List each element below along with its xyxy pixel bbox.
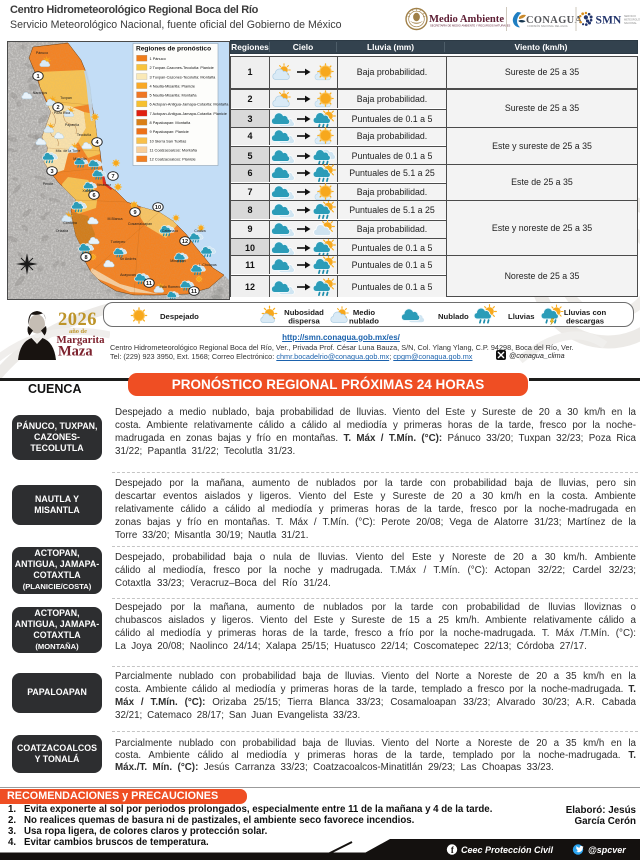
svg-text:Sn Andrés: Sn Andrés	[120, 257, 137, 261]
svg-text:f: f	[451, 845, 455, 855]
svg-text:Xalapa: Xalapa	[82, 189, 93, 193]
svg-text:2: 2	[56, 105, 59, 111]
svg-text:Tuxtepec: Tuxtepec	[111, 240, 126, 244]
svg-text:NACIONAL: NACIONAL	[624, 22, 637, 25]
svg-text:COMISIÓN NACIONAL DEL AGUA: COMISIÓN NACIONAL DEL AGUA	[527, 23, 568, 28]
svg-text:Ceec Protección Civil: Ceec Protección Civil	[461, 845, 554, 855]
svg-text:Medio Ambiente: Medio Ambiente	[429, 14, 504, 25]
svg-text:2 Tuxpan-Cazones-Tecolutla: Pl: 2 Tuxpan-Cazones-Tecolutla: Planicie	[150, 66, 214, 70]
svg-text:1: 1	[36, 74, 39, 80]
svg-text:Lluvias con: Lluvias con	[564, 308, 607, 317]
svg-text:descargas: descargas	[566, 317, 604, 326]
svg-text:4: 4	[95, 140, 99, 146]
svg-text:Acayucan: Acayucan	[120, 273, 136, 277]
svg-text:3: 3	[50, 169, 53, 175]
svg-text:Mtz. de la Torre: Mtz. de la Torre	[56, 149, 81, 153]
svg-text:SERVICIO: SERVICIO	[624, 15, 636, 18]
svg-text:Orizaba: Orizaba	[56, 229, 69, 233]
svg-text:9 Papaloapan: Planicie: 9 Papaloapan: Planicie	[150, 130, 189, 134]
svg-text:Minatitlán: Minatitlán	[170, 259, 185, 263]
svg-text:Papantla: Papantla	[65, 123, 79, 127]
svg-text:9: 9	[133, 210, 136, 216]
svg-text:Perote: Perote	[43, 182, 54, 186]
svg-text:12 Coatzacoalcos: Planicie: 12 Coatzacoalcos: Planicie	[150, 158, 196, 162]
svg-text:Catemaco: Catemaco	[162, 229, 178, 233]
svg-text:10 Sierra San Tuxtlas: 10 Sierra San Tuxtlas	[150, 139, 187, 143]
svg-text:7: 7	[111, 174, 114, 180]
svg-text:Córdoba: Córdoba	[63, 221, 77, 225]
svg-text:11 Coatzacoalcos: Montaña: 11 Coatzacoalcos: Montaña	[150, 149, 198, 153]
svg-text:4 Nautla-Misantla: Planicie: 4 Nautla-Misantla: Planicie	[150, 84, 196, 88]
svg-text:Maza: Maza	[58, 344, 93, 360]
svg-text:METEOROLÓGICO: METEOROLÓGICO	[624, 19, 640, 22]
svg-text:Palo Romero: Palo Romero	[160, 285, 181, 289]
svg-text:11: 11	[146, 281, 152, 287]
svg-text:6 Actopan-Antigua-Jamapa-Cotax: 6 Actopan-Antigua-Jamapa-Cotaxtla: Monta…	[150, 103, 230, 107]
svg-text:Margarita: Margarita	[57, 334, 106, 346]
svg-text:7 Actopan-Antigua-Jamapa-Cotax: 7 Actopan-Antigua-Jamapa-Cotaxtla: Plani…	[150, 112, 227, 116]
svg-text:Medio: Medio	[353, 308, 376, 317]
svg-text:Nublado: Nublado	[438, 312, 469, 321]
svg-text:Despejado: Despejado	[160, 312, 199, 321]
svg-text:L.Choapas: L.Choapas	[199, 263, 217, 267]
svg-text:8: 8	[84, 255, 87, 261]
svg-text:nublado: nublado	[349, 317, 379, 326]
svg-text:dispersa: dispersa	[288, 317, 320, 326]
svg-text:Naranjos: Naranjos	[33, 91, 48, 95]
svg-text:SECRETARÍA DE MEDIO AMBIENTE Y: SECRETARÍA DE MEDIO AMBIENTE Y RECURSOS …	[430, 24, 510, 28]
svg-text:año de: año de	[69, 328, 87, 335]
svg-text:Nubosidad: Nubosidad	[284, 308, 324, 317]
svg-text:Tuxpan: Tuxpan	[60, 96, 72, 100]
svg-text:Regiones de pronóstico: Regiones de pronóstico	[136, 46, 211, 53]
svg-text:Veracruz: Veracruz	[97, 183, 111, 187]
svg-text:3 Tuxpan-Cazones-Tecolutla: Mo: 3 Tuxpan-Cazones-Tecolutla: Montaña	[150, 75, 217, 79]
svg-text:SMN: SMN	[596, 14, 622, 27]
svg-text:5 Nautla-Misantla: Montaña: 5 Nautla-Misantla: Montaña	[150, 94, 198, 98]
svg-text:CONAGUA: CONAGUA	[526, 15, 583, 26]
svg-text:Pánuco: Pánuco	[36, 51, 48, 55]
svg-text:Tecolutla: Tecolutla	[77, 133, 91, 137]
svg-text:Misantla: Misantla	[73, 157, 86, 161]
svg-text:Coatza: Coatza	[194, 229, 205, 233]
svg-text:11: 11	[191, 289, 197, 295]
svg-text:Lluvias: Lluvias	[508, 312, 535, 321]
svg-text:Cosamaloapan: Cosamaloapan	[128, 222, 152, 226]
svg-text:12: 12	[182, 239, 188, 245]
svg-text:8 Papaloapan: Montaña: 8 Papaloapan: Montaña	[150, 121, 192, 125]
svg-text:@spcver: @spcver	[588, 845, 626, 855]
svg-text:Poza Rica: Poza Rica	[54, 111, 70, 115]
svg-text:2026: 2026	[58, 310, 97, 330]
svg-text:6: 6	[92, 193, 95, 199]
svg-text:1 Pánuco: 1 Pánuco	[150, 57, 166, 61]
svg-text:M.Blanca: M.Blanca	[108, 217, 123, 221]
svg-text:10: 10	[155, 205, 161, 211]
